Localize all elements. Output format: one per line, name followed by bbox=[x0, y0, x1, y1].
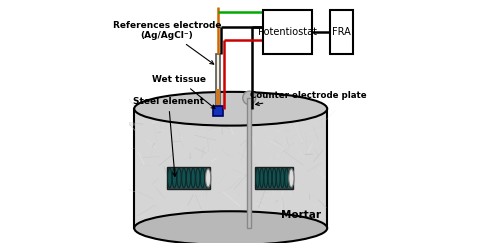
Bar bbox=[247, 98, 252, 228]
Ellipse shape bbox=[264, 168, 268, 188]
Ellipse shape bbox=[134, 211, 327, 244]
Ellipse shape bbox=[134, 92, 327, 126]
Ellipse shape bbox=[289, 168, 292, 188]
Ellipse shape bbox=[168, 168, 172, 188]
Bar bbox=[216, 54, 220, 108]
Bar bbox=[216, 89, 220, 108]
Bar bbox=[214, 106, 223, 116]
Ellipse shape bbox=[276, 168, 280, 188]
Bar bbox=[264, 10, 312, 54]
Text: Steel element: Steel element bbox=[133, 97, 204, 176]
Ellipse shape bbox=[268, 168, 272, 188]
Bar bbox=[256, 166, 293, 189]
Ellipse shape bbox=[280, 168, 284, 188]
Ellipse shape bbox=[206, 169, 211, 187]
Ellipse shape bbox=[288, 169, 294, 187]
Bar bbox=[330, 10, 352, 54]
Ellipse shape bbox=[256, 168, 260, 188]
Text: Potentiostat: Potentiostat bbox=[258, 27, 317, 37]
Ellipse shape bbox=[272, 168, 276, 188]
Ellipse shape bbox=[200, 168, 204, 188]
Text: Mortar: Mortar bbox=[280, 210, 320, 220]
Ellipse shape bbox=[177, 168, 181, 188]
Ellipse shape bbox=[182, 168, 186, 188]
Text: References electrode
(Ag/AgCl⁻): References electrode (Ag/AgCl⁻) bbox=[112, 21, 221, 64]
Ellipse shape bbox=[243, 91, 256, 105]
Text: Counter electrode plate: Counter electrode plate bbox=[250, 91, 366, 106]
Ellipse shape bbox=[205, 168, 210, 188]
Ellipse shape bbox=[260, 168, 264, 188]
Bar bbox=[134, 109, 327, 228]
Ellipse shape bbox=[196, 168, 200, 188]
Ellipse shape bbox=[172, 168, 176, 188]
Bar bbox=[168, 166, 209, 189]
Text: Wet tissue: Wet tissue bbox=[152, 75, 215, 109]
Ellipse shape bbox=[191, 168, 196, 188]
Ellipse shape bbox=[284, 168, 288, 188]
Text: FRA: FRA bbox=[332, 27, 350, 37]
Ellipse shape bbox=[186, 168, 190, 188]
